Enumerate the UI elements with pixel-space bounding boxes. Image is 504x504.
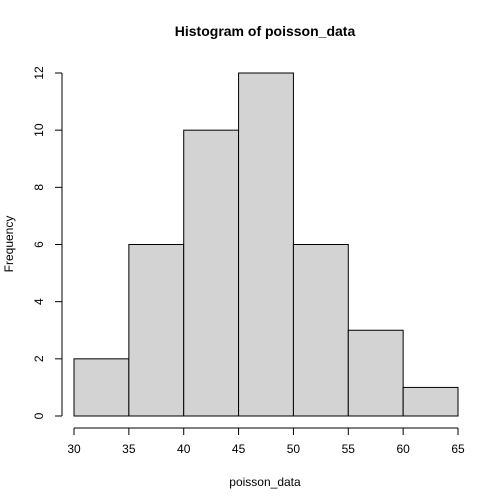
x-tick-label: 45	[232, 442, 246, 456]
x-axis: 30 35 40 45 50 55 60 65	[67, 427, 465, 456]
histogram-bar	[402, 386, 459, 417]
bars-group	[73, 72, 459, 417]
histogram-bar	[238, 72, 294, 417]
x-tick-label: 60	[396, 442, 410, 456]
x-tick-label: 55	[342, 442, 356, 456]
x-axis-label: poisson_data	[229, 475, 301, 489]
y-tick-label: 4	[32, 298, 46, 305]
y-tick-label: 0	[32, 412, 46, 419]
y-tick-label: 8	[32, 184, 46, 191]
y-tick-label: 6	[32, 241, 46, 248]
x-tick-label: 40	[177, 442, 191, 456]
y-tick-label: 2	[32, 355, 46, 362]
histogram-bar	[347, 329, 404, 417]
y-axis: 0 2 4 6 8 10 12	[32, 66, 63, 419]
y-tick-label: 12	[32, 66, 46, 80]
histogram-bar	[73, 358, 130, 417]
histogram-bar	[292, 244, 349, 417]
x-tick-label: 50	[287, 442, 301, 456]
chart-title: Histogram of poisson_data	[175, 23, 356, 39]
x-tick-label: 35	[122, 442, 136, 456]
histogram-bar	[128, 244, 185, 417]
x-tick-label: 30	[67, 442, 81, 456]
x-tick-label: 65	[451, 442, 465, 456]
y-axis-label: Frequency	[2, 216, 16, 273]
y-tick-label: 10	[32, 123, 46, 137]
histogram-bar	[183, 129, 240, 417]
